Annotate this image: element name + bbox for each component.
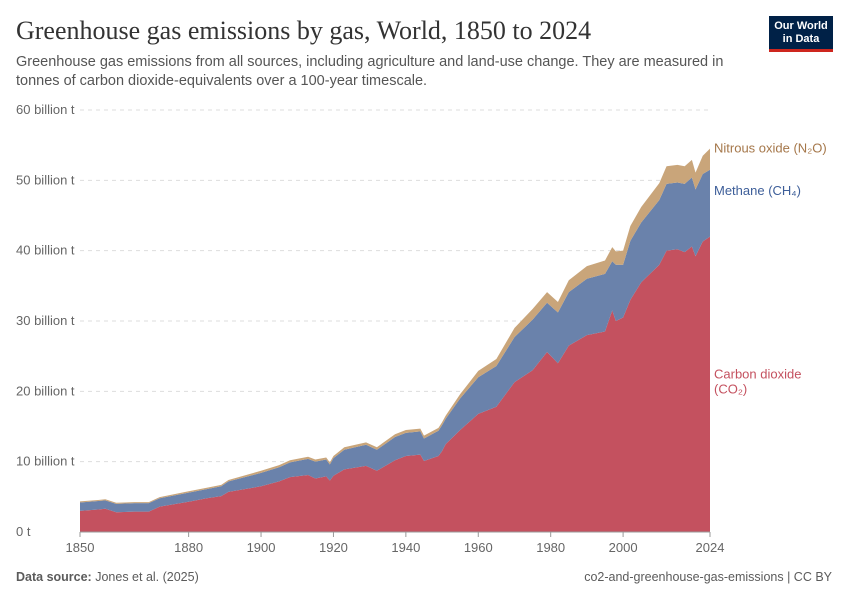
x-tick-label: 1940 (391, 540, 420, 555)
area-ch4[interactable] (80, 169, 710, 513)
series-label: Carbon dioxide (714, 366, 801, 381)
series-label: (CO₂) (714, 381, 747, 396)
series-label: Methane (CH₄) (714, 183, 801, 198)
x-tick-label: 2000 (609, 540, 638, 555)
x-tick-label: 1920 (319, 540, 348, 555)
x-tick-label: 2024 (696, 540, 725, 555)
source-link[interactable]: Jones et al. (2025) (95, 570, 199, 584)
y-tick-label: 60 billion t (16, 102, 75, 117)
y-tick-label: 40 billion t (16, 243, 75, 258)
x-tick-label: 1960 (464, 540, 493, 555)
y-tick-label: 30 billion t (16, 313, 75, 328)
x-tick-label: 1880 (174, 540, 203, 555)
chart-slug-license[interactable]: co2-and-greenhouse-gas-emissions | CC BY (584, 570, 832, 584)
x-tick-label: 1900 (247, 540, 276, 555)
data-source: Data source: Jones et al. (2025) (16, 570, 199, 584)
y-tick-label: 0 t (16, 524, 31, 539)
chart-subtitle: Greenhouse gas emissions from all source… (16, 54, 724, 89)
x-tick-label: 1850 (66, 540, 95, 555)
x-tick-label: 1980 (536, 540, 565, 555)
y-tick-label: 50 billion t (16, 172, 75, 187)
y-tick-label: 10 billion t (16, 454, 75, 469)
source-label: Data source: (16, 570, 92, 584)
owid-logo[interactable]: Our World in Data (769, 16, 833, 52)
y-tick-label: 20 billion t (16, 383, 75, 398)
area-co2[interactable] (80, 236, 710, 532)
chart-title: Greenhouse gas emissions by gas, World, … (16, 16, 592, 45)
series-label: Nitrous oxide (N₂O) (714, 141, 827, 156)
